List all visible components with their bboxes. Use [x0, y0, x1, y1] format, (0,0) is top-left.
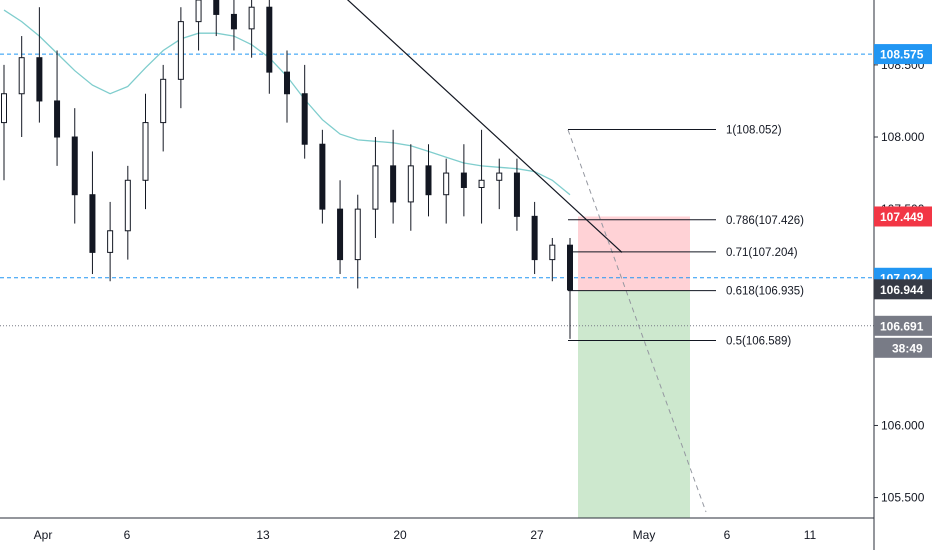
candle-body [89, 194, 96, 253]
candle-body [337, 208, 344, 261]
price-label[interactable]: 107.449 [874, 206, 932, 227]
y-tick-label: 108.000 [881, 130, 925, 144]
price-label[interactable]: 108.575 [874, 44, 932, 65]
candle-body [372, 165, 379, 210]
x-tick-label: 6 [724, 528, 731, 542]
candle-body [124, 179, 131, 232]
x-tick-label: 13 [256, 528, 270, 542]
candle-body [107, 230, 114, 253]
price-label-text: 107.449 [880, 210, 924, 224]
candle-body [301, 93, 308, 145]
price-label-text: 106.944 [880, 283, 924, 297]
x-tick-label: 27 [530, 528, 544, 542]
price-label-bg [874, 279, 932, 300]
price-label-bg [874, 206, 932, 227]
candles [1, 0, 573, 339]
candle-body [177, 21, 184, 80]
countdown-bg [874, 337, 932, 358]
candle-body [478, 179, 485, 188]
position-tool[interactable] [578, 216, 690, 518]
candle-body [71, 136, 78, 196]
fib-level-label: 0.5(106.589) [726, 336, 791, 348]
candle-body [513, 172, 520, 217]
x-tick-label: Apr [34, 528, 53, 542]
candle-body [142, 122, 149, 181]
candle-body [266, 6, 273, 73]
x-tick-label: 20 [393, 528, 407, 542]
candle-body [36, 57, 43, 102]
candle-body [443, 172, 450, 196]
price-label-bg [874, 44, 932, 65]
y-axis[interactable]: 105.500106.000106.500107.000107.500108.0… [873, 0, 932, 550]
candle-body [18, 57, 25, 95]
candle-body [567, 244, 573, 291]
horizontal-lines [0, 53, 874, 327]
countdown-label: 38:49 [892, 341, 923, 355]
candle-body [1, 93, 7, 124]
candle-body [496, 172, 503, 181]
candle-body [213, 0, 220, 15]
price-label-text: 106.691 [880, 319, 924, 333]
fib-level-label: 0.786(107.426) [726, 215, 804, 227]
x-axis-background [0, 518, 874, 550]
candle-body [549, 244, 556, 261]
drawing-lines[interactable] [340, 0, 707, 513]
x-tick-label: May [633, 528, 656, 542]
price-label-bg [874, 315, 932, 336]
candle-body [248, 6, 255, 30]
candle-body [319, 143, 326, 210]
y-tick-label: 105.500 [881, 491, 925, 505]
candle-body [230, 13, 237, 30]
candle-body [425, 165, 432, 196]
fib-level-label: 1(108.052) [726, 125, 782, 137]
x-tick-label: 11 [804, 528, 817, 542]
candle-body [407, 165, 414, 203]
candle-body [195, 0, 202, 23]
fibonacci-retracement[interactable]: 1(108.052) 0.786(107.426) 0.71(107.204) 0.6… [568, 125, 804, 348]
candle-body [284, 71, 290, 95]
candle-body [390, 165, 397, 203]
fib-level-label: 0.618(106.935) [726, 286, 804, 298]
price-label-text: 108.575 [880, 48, 924, 62]
candle-body [531, 215, 538, 261]
x-tick-label: 6 [124, 528, 131, 542]
price-label[interactable]: 106.944 [874, 279, 932, 300]
trendline [346, 0, 623, 253]
candle-body [460, 172, 467, 188]
take-profit-zone [578, 290, 690, 518]
projection-line [567, 129, 707, 513]
candle-body [160, 78, 167, 124]
y-tick-label: 106.000 [881, 418, 925, 432]
price-label[interactable]: 106.691 [874, 315, 932, 336]
x-axis: Apr 6 13 20 27 May 6 11 [0, 517, 874, 550]
fib-level-label: 0.71(107.204) [726, 247, 798, 259]
candle-body [354, 208, 361, 261]
candle-body [54, 100, 61, 138]
